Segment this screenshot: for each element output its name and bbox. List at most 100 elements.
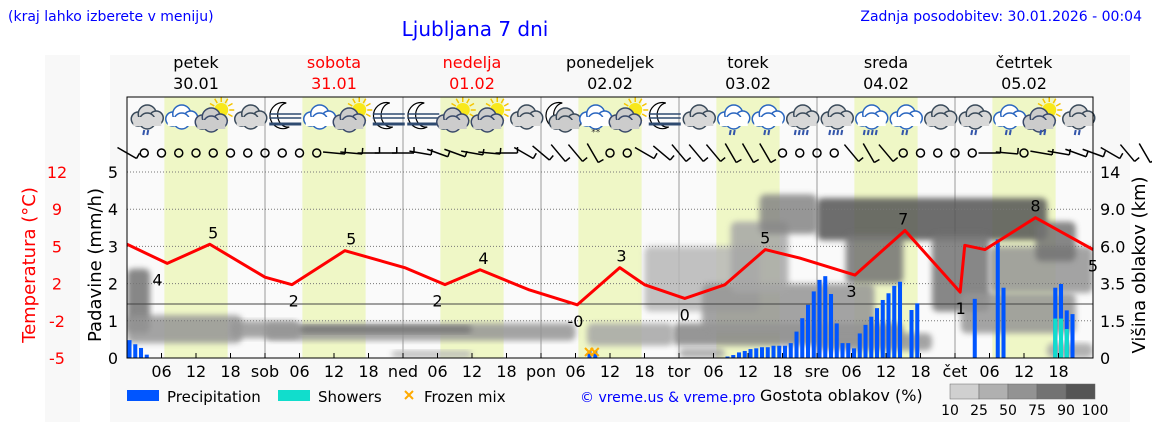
last-updated: Zadnja posodobitev: 30.01.2026 - 00:04 (860, 9, 1142, 25)
cloud-rain-icon (1062, 104, 1096, 136)
copyright-link[interactable]: © vreme.us & vreme.pro (580, 390, 755, 406)
cloud-icon (234, 104, 268, 130)
precipitation-bar (829, 294, 834, 358)
cloud-cell (730, 221, 789, 293)
day-date: 30.01 (173, 74, 219, 93)
day-name: sobota (307, 53, 361, 72)
legend-precipitation-label: Precipitation (167, 388, 261, 406)
calm-wind-icon (243, 148, 253, 158)
x-tick-label: čet (943, 362, 968, 381)
rain-drop (866, 129, 870, 136)
temperature-label: 7 (898, 209, 908, 228)
sun-ray (451, 102, 457, 107)
cloud-rain-icon (130, 104, 164, 136)
day-date: 31.01 (311, 74, 357, 93)
precipitation-bar (863, 324, 868, 358)
cloud-heavy-rain-icon (855, 104, 889, 136)
moon-fog-icon (648, 101, 681, 130)
temperature-label: 3 (846, 282, 856, 301)
day-name: sreda (864, 53, 908, 72)
temp-tick-label: 9 (52, 200, 62, 219)
wind-barb-icon (741, 143, 760, 164)
wind-barb-icon (724, 143, 742, 164)
cloud-density-swatch (949, 383, 980, 400)
rain-drop (832, 129, 836, 136)
menu-hint[interactable]: (kraj lahko izberete v meniju) (8, 9, 214, 25)
legend-frozen-marker (404, 390, 414, 400)
wind-barb-icon (843, 144, 864, 163)
cloud-part (754, 117, 783, 126)
wind-barb-icon (1119, 144, 1140, 163)
moon-fog-icon (407, 101, 440, 130)
x-tick-label: tor (668, 362, 691, 381)
moon-shape (269, 101, 290, 130)
x-tick-label: 12 (876, 362, 896, 381)
precipitation-bar (886, 293, 891, 358)
sun-ray (227, 102, 233, 107)
showers-bar (1059, 318, 1064, 358)
cloud-part (167, 117, 196, 126)
temp-tick-label: -2 (49, 312, 65, 331)
rain-drop (142, 129, 146, 136)
precip-tick-label: 2 (108, 275, 118, 294)
wind-barb-icon (634, 146, 658, 160)
cloud-density-swatch (1065, 383, 1096, 400)
cloud-cell (127, 315, 242, 344)
legend-showers-swatch (278, 390, 310, 401)
rain-drop (1004, 129, 1008, 136)
rain-drop (797, 129, 801, 136)
precipitation-bar (1001, 287, 1006, 358)
moon-fog-icon (269, 101, 302, 130)
x-tick-label: 06 (841, 362, 861, 381)
cloud-heavy-rain-icon (786, 104, 820, 136)
x-tick-label: 06 (289, 362, 309, 381)
cloud-cell (817, 333, 932, 351)
cloud-rain-icon (717, 104, 751, 136)
day-date: 01.02 (449, 74, 495, 93)
precipitation-bar (748, 349, 753, 358)
rain-drop (801, 129, 805, 136)
temp-axis-title: Temperatura (°C) (19, 187, 40, 344)
wind-barb-icon (409, 148, 433, 156)
rain-drop (1039, 129, 1043, 136)
rain-drop (874, 129, 878, 136)
rain-drop (1073, 129, 1077, 136)
temp-tick-label: 5 (52, 237, 62, 256)
cloud-part (926, 117, 955, 126)
temperature-label: 3 (616, 247, 626, 266)
calm-wind-icon (950, 148, 960, 158)
cloud-part (335, 120, 364, 129)
daylight-band (164, 97, 228, 358)
precipitation-bar (909, 310, 914, 358)
legend-showers-label: Showers (318, 388, 382, 406)
precip-axis-title: Padavine (mm/h) (85, 188, 106, 342)
wind-barb-icon (1100, 146, 1124, 160)
moon-cloud-icon (545, 101, 582, 133)
cloud-part (788, 117, 817, 126)
day-name: petek (173, 53, 219, 72)
cloud-part (512, 117, 541, 126)
sun-cloud-icon (608, 97, 649, 133)
page-title: Ljubljana 7 dni (402, 17, 549, 41)
sun-ray (352, 98, 356, 104)
sun-ray (485, 102, 491, 107)
x-tick-label: pon (526, 362, 556, 381)
rain-drop (840, 129, 844, 136)
calm-wind-icon (777, 148, 788, 158)
precipitation-bar (765, 347, 770, 358)
cloud-part (581, 117, 610, 126)
x-tick-label: 06 (703, 362, 723, 381)
sun-ray (503, 113, 509, 118)
temperature-label: 5 (346, 230, 356, 249)
cloud-cell (299, 325, 472, 334)
legend-precipitation-swatch (127, 390, 159, 401)
rain-drop (805, 129, 809, 136)
temperature-label: 0 (680, 305, 690, 324)
moon-shape (407, 101, 428, 130)
sun-ray (466, 98, 470, 104)
rain-drop (763, 129, 767, 136)
cloud-density-swatch (1007, 383, 1038, 400)
calm-wind-icon (156, 148, 167, 158)
precipitation-bar (788, 343, 793, 358)
cloud-part (857, 117, 886, 126)
